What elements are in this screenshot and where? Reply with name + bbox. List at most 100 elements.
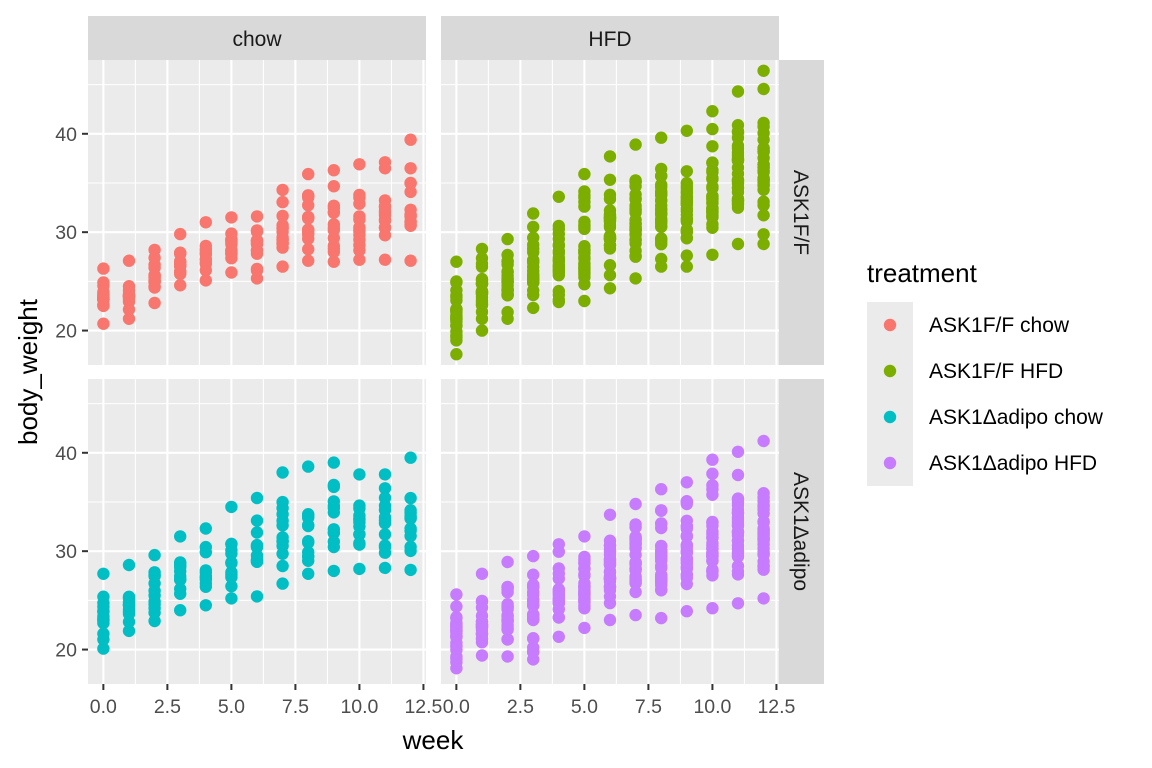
data-point [353, 253, 366, 266]
data-point [276, 466, 289, 479]
data-point [250, 514, 264, 527]
data-point [97, 317, 110, 330]
data-point [706, 515, 719, 529]
data-point [378, 253, 392, 266]
data-point [475, 257, 489, 270]
x-tick-label: 7.5 [282, 696, 309, 718]
data-point [578, 215, 591, 228]
y-tick-label: 30 [55, 541, 77, 563]
data-point [603, 584, 617, 597]
data-point [327, 535, 340, 548]
data-point [655, 131, 668, 144]
data-point [97, 612, 110, 625]
data-point [276, 260, 289, 273]
data-point [250, 264, 264, 277]
data-point [757, 516, 770, 529]
data-point [629, 193, 642, 206]
panel-ask1dadipo-chow [88, 379, 426, 684]
data-point [302, 243, 315, 256]
data-point [450, 255, 463, 268]
data-point [450, 289, 463, 302]
legend-label: ASK1F/F chow [929, 314, 1070, 337]
data-point [353, 536, 366, 550]
data-point [148, 584, 161, 597]
data-point [353, 221, 366, 234]
data-point [552, 545, 565, 558]
data-point [276, 195, 289, 209]
data-point [578, 167, 591, 181]
x-axis-chow: 0.0 2.5 5.0 7.5 10.0 12.5 [90, 684, 443, 718]
x-tick-label: 7.5 [635, 696, 662, 718]
strip-row-ask1dadipo-label: ASK1Δadipo [789, 472, 812, 591]
data-point [327, 245, 340, 259]
data-point [404, 563, 417, 577]
data-point [501, 650, 514, 663]
data-point [327, 480, 340, 494]
x-axis-title: week [402, 725, 465, 755]
data-point [97, 596, 110, 610]
data-point [655, 169, 668, 182]
data-point [276, 531, 289, 544]
data-point [327, 456, 340, 469]
y-axis-title: body_weight [13, 298, 43, 445]
data-point [603, 613, 617, 627]
data-point [122, 590, 136, 603]
data-point [501, 581, 514, 594]
data-point [174, 530, 187, 543]
data-point [578, 247, 591, 260]
data-point [757, 228, 770, 241]
data-point [475, 287, 489, 300]
data-point [552, 251, 565, 264]
data-point [655, 611, 668, 625]
data-point [148, 548, 161, 562]
data-point [731, 201, 745, 214]
data-point [475, 649, 489, 662]
data-point [757, 120, 770, 133]
data-point [250, 526, 264, 539]
data-point [578, 621, 591, 635]
y-axis-top-row: 20 30 40 [55, 124, 88, 343]
data-point [680, 260, 693, 273]
data-point [225, 227, 238, 240]
data-point [276, 519, 289, 532]
data-point [527, 273, 540, 286]
data-point [552, 630, 565, 643]
data-point [199, 216, 212, 229]
data-point [731, 174, 745, 187]
data-point [603, 232, 617, 245]
data-point [757, 82, 770, 96]
y-tick-label: 30 [55, 222, 77, 244]
data-point [680, 198, 693, 211]
data-point [327, 180, 340, 193]
data-point [757, 237, 770, 251]
data-point [276, 219, 289, 232]
data-point [603, 268, 617, 282]
legend-key [883, 456, 897, 470]
data-point [603, 221, 617, 234]
data-point [552, 261, 565, 274]
data-point [501, 305, 514, 319]
data-point [404, 176, 417, 190]
data-point [450, 348, 463, 361]
legend-key [883, 318, 897, 332]
data-point [174, 227, 187, 241]
data-point [629, 518, 642, 531]
data-point [353, 233, 366, 246]
data-point [475, 609, 489, 623]
data-point [225, 592, 238, 605]
data-point [302, 550, 315, 563]
data-point [404, 162, 417, 175]
data-point [378, 528, 392, 541]
y-axis-bottom-row: 20 30 40 [55, 443, 88, 662]
data-point [706, 182, 719, 195]
data-point [629, 541, 642, 555]
data-point [527, 549, 540, 563]
x-tick-label: 10.0 [693, 696, 731, 718]
legend-keys-background [867, 302, 913, 486]
data-point [378, 482, 392, 495]
data-point [706, 602, 719, 615]
data-point [706, 542, 719, 556]
data-point [450, 330, 463, 344]
strip-col-hfd-bg [441, 16, 779, 60]
data-point [552, 293, 565, 306]
